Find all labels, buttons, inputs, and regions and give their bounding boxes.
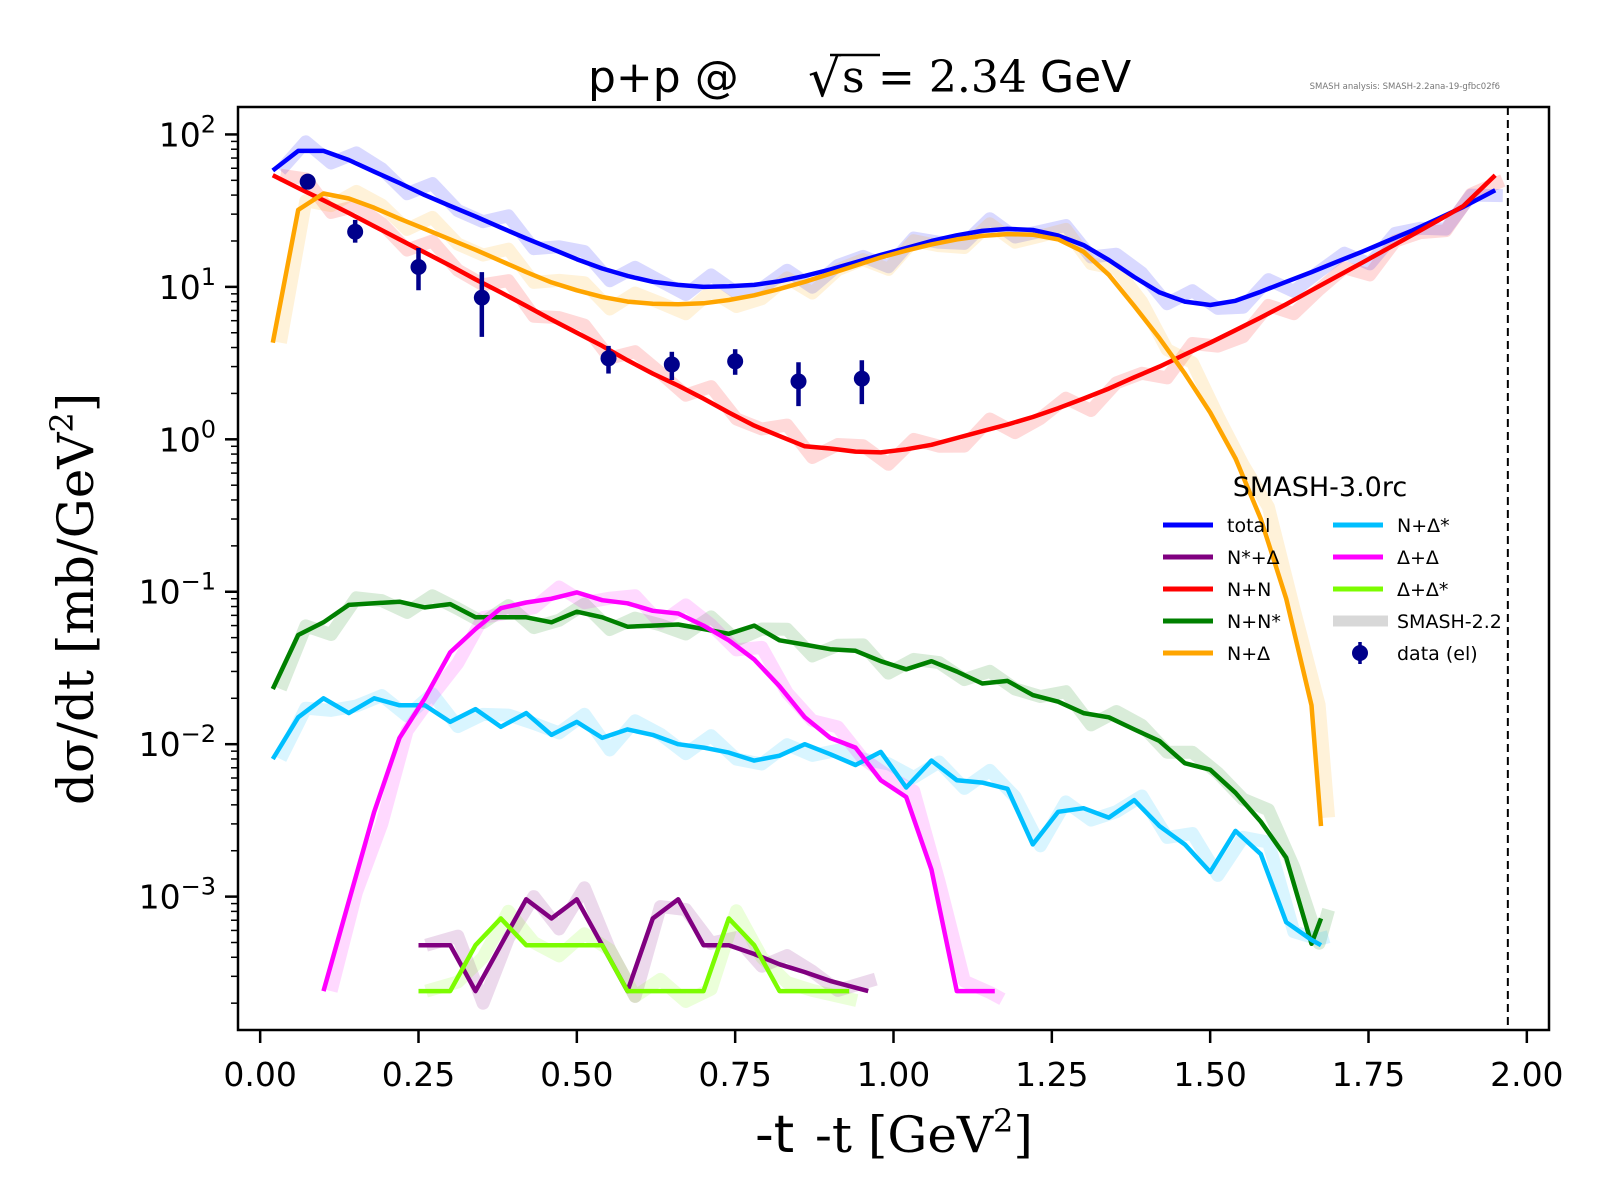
legend-entry-nn: N+N (1163, 579, 1271, 601)
smash22-band-n_delta (274, 184, 1336, 819)
series-line-delta_deltastar (418, 916, 850, 994)
legend-swatch-data (1352, 645, 1368, 661)
legend-label-data: data (el) (1397, 643, 1478, 665)
x-tick-label: 1.50 (1173, 1055, 1246, 1094)
legend-label-n_nstar: N+N* (1227, 611, 1281, 633)
legend-title: SMASH-3.0rc (1233, 472, 1407, 503)
x-tick-label: 0.75 (698, 1055, 771, 1094)
x-label-sup: 2 (993, 1102, 1013, 1140)
data-point (410, 259, 427, 276)
x-label-main: -t [GeV (815, 1106, 994, 1164)
data-point (853, 370, 870, 387)
y-tick-label: 102 (159, 110, 216, 154)
chart-title: p+p @ √ s = 2.34 GeV (588, 49, 1131, 109)
svg-text:-t: -t (755, 1105, 794, 1165)
legend-label-nn: N+N (1227, 579, 1271, 601)
x-tick-label: 1.25 (1015, 1055, 1088, 1094)
data-point (663, 356, 680, 373)
series-line-n_deltastar (270, 696, 1323, 948)
legend-entry-delta_delta: Δ+Δ (1333, 547, 1439, 569)
legend-label-smash22: SMASH-2.2 (1397, 611, 1502, 633)
legend-entry-n_nstar: N+N* (1163, 611, 1281, 633)
series-line-n_delta (270, 191, 1324, 827)
svg-text:p+p @: p+p @ (588, 52, 739, 103)
legend-label-n_deltastar: N+Δ* (1397, 515, 1450, 537)
series-line-delta_delta (321, 590, 995, 994)
x-label-minus-t: -t (755, 1105, 794, 1165)
svg-text:-t [GeV2]: -t [GeV2] (815, 1102, 1033, 1164)
legend-entry-n_delta: N+Δ (1163, 643, 1270, 665)
y-label-close: ] (47, 393, 105, 413)
series-line-nstar_delta (418, 897, 869, 994)
x-axis-label: -t -t [GeV2] (755, 1102, 1033, 1165)
legend-entry-nstar_delta: N*+Δ (1163, 547, 1280, 569)
legend: SMASH-3.0rc total N*+Δ N+N N+N* N+Δ N+Δ* Δ+Δ Δ+… (1163, 472, 1502, 665)
series-line-nn (271, 173, 1497, 455)
title-unit: GeV (1026, 52, 1131, 103)
svg-text:dσ/dt [mb/GeV2]: dσ/dt [mb/GeV2] (43, 393, 105, 805)
legend-label-delta_delta: Δ+Δ (1397, 547, 1439, 569)
x-axis-ticks: 0.00 0.25 0.50 0.75 1.00 1.25 1.50 1.75 2.00 (223, 1030, 1564, 1094)
x-tick-label: 2.00 (1490, 1055, 1563, 1094)
smash22-band-n_deltastar (274, 687, 1331, 946)
x-tick-label: 1.75 (1332, 1055, 1405, 1094)
x-tick-label: 0.00 (223, 1055, 296, 1094)
data-point (600, 350, 617, 367)
x-label-close: ] (1013, 1106, 1033, 1164)
legend-entry-n_deltastar: N+Δ* (1333, 515, 1450, 537)
legend-label-delta_deltastar: Δ+Δ* (1397, 579, 1448, 601)
legend-label-n_delta: N+Δ (1227, 643, 1270, 665)
y-tick-label: 101 (159, 263, 216, 307)
x-tick-label: 0.25 (382, 1055, 455, 1094)
y-label-main: dσ/dt [mb/GeV (47, 432, 105, 805)
title-prefix: p+p @ (588, 52, 739, 103)
title-equals-value: = 2.34 (878, 52, 1027, 103)
smash22-band-delta_deltastar (424, 904, 859, 1008)
y-tick-label: 10−1 (139, 568, 216, 612)
y-tick-label: 10−2 (139, 720, 216, 764)
title-sqrt-symbol: √ (808, 49, 842, 109)
y-label-sup: 2 (43, 412, 81, 432)
smash30-series-lines (270, 148, 1497, 994)
data-point (790, 373, 807, 390)
y-axis-ticks: 102 101 100 10−1 10−2 10−3 (139, 110, 238, 1004)
data-point (299, 173, 316, 190)
smash22-band-nstar_delta (424, 881, 878, 1010)
legend-label-nstar_delta: N*+Δ (1227, 547, 1280, 569)
legend-entry-total: total (1163, 515, 1270, 537)
x-tick-label: 0.50 (540, 1055, 613, 1094)
analysis-annotation: SMASH analysis: SMASH-2.2ana-19-gfbc02f6 (1310, 82, 1500, 92)
x-tick-label: 1.00 (857, 1055, 930, 1094)
series-line-n_nstar (270, 599, 1324, 947)
data-points (299, 173, 870, 407)
legend-entry-data: data (el) (1352, 642, 1478, 665)
legend-entry-smash22: SMASH-2.2 (1333, 611, 1502, 633)
series-line-total (271, 148, 1497, 308)
smash22-band-n_nstar (274, 589, 1335, 950)
legend-entry-delta_deltastar: Δ+Δ* (1333, 579, 1448, 601)
legend-label-total: total (1227, 515, 1270, 537)
data-point (727, 353, 744, 370)
data-point (473, 289, 490, 306)
y-axis-label: dσ/dt [mb/GeV2] (43, 393, 105, 805)
y-tick-label: 10−3 (139, 873, 216, 917)
y-tick-label: 100 (159, 415, 216, 459)
data-point (347, 223, 364, 240)
title-radicand: s (842, 52, 865, 103)
